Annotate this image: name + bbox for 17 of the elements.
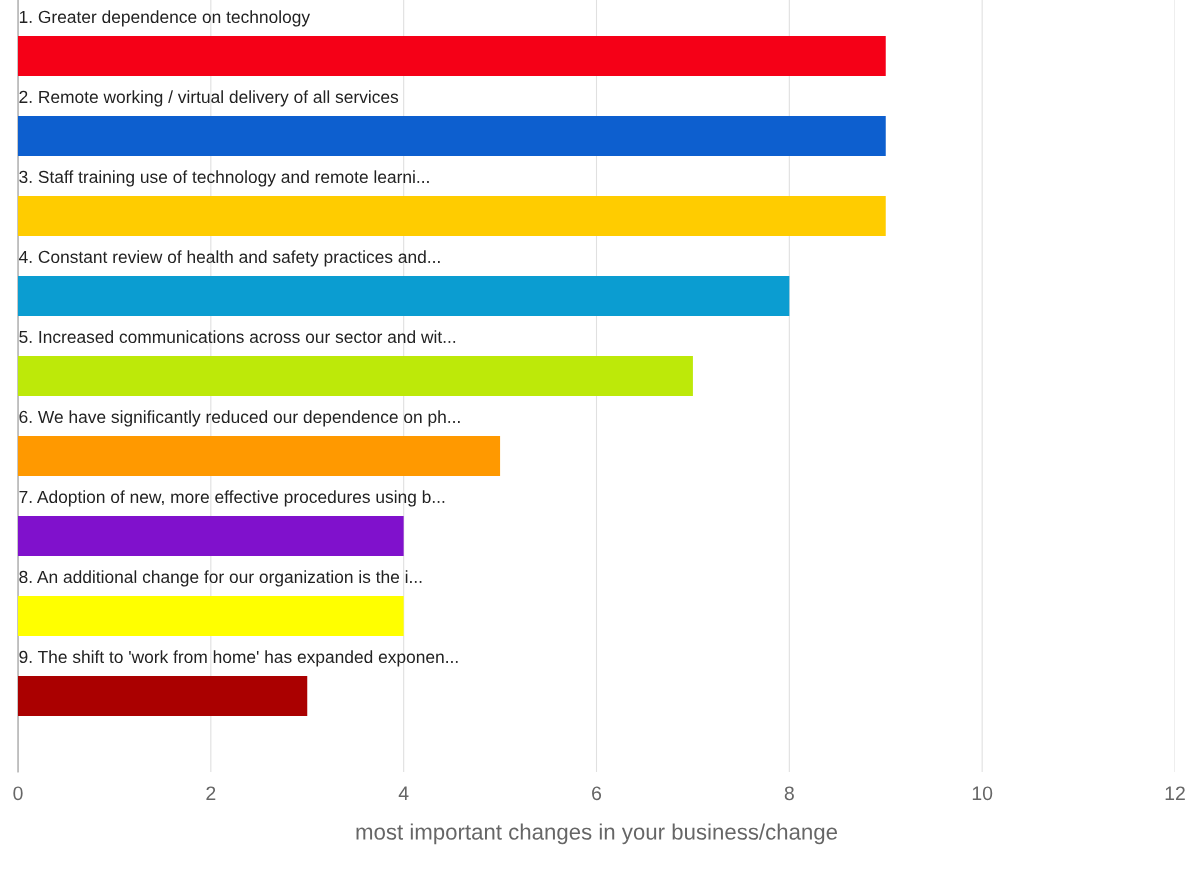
y-tick-label: 3. Staff training use of technology and remote learni... [19, 170, 429, 187]
x-tick-label: 6 [592, 786, 602, 801]
x-tick-label: 8 [784, 786, 794, 801]
y-tick-label: 6. We have significantly reduced our dependence on ph... [19, 410, 460, 427]
y-tick-label: 4. Constant review of health and safety practices and... [18, 250, 440, 267]
y-tick-label: 9. The shift to 'work from home' has expanded exponen... [19, 650, 458, 667]
y-tick-label: 8. An additional change for our organization is the i... [19, 570, 422, 587]
x-tick-label: 2 [206, 786, 216, 800]
y-tick-label: 2. Remote working / virtual delivery of all services [19, 90, 399, 107]
y-tick-label: 5. Increased communications across our sector and wit... [19, 330, 456, 344]
x-axis-title: most important changes in your business/change [356, 823, 838, 845]
y-tick-label: 7. Adoption of new, more effective procedures using b... [19, 490, 445, 507]
x-tick-label: 0 [13, 786, 23, 801]
x-tick-label: 4 [398, 786, 409, 800]
x-tick-label: 10 [972, 786, 993, 801]
x-tick-label: 12 [1165, 786, 1185, 800]
y-tick-label: 1. Greater dependence on technology [19, 10, 311, 27]
